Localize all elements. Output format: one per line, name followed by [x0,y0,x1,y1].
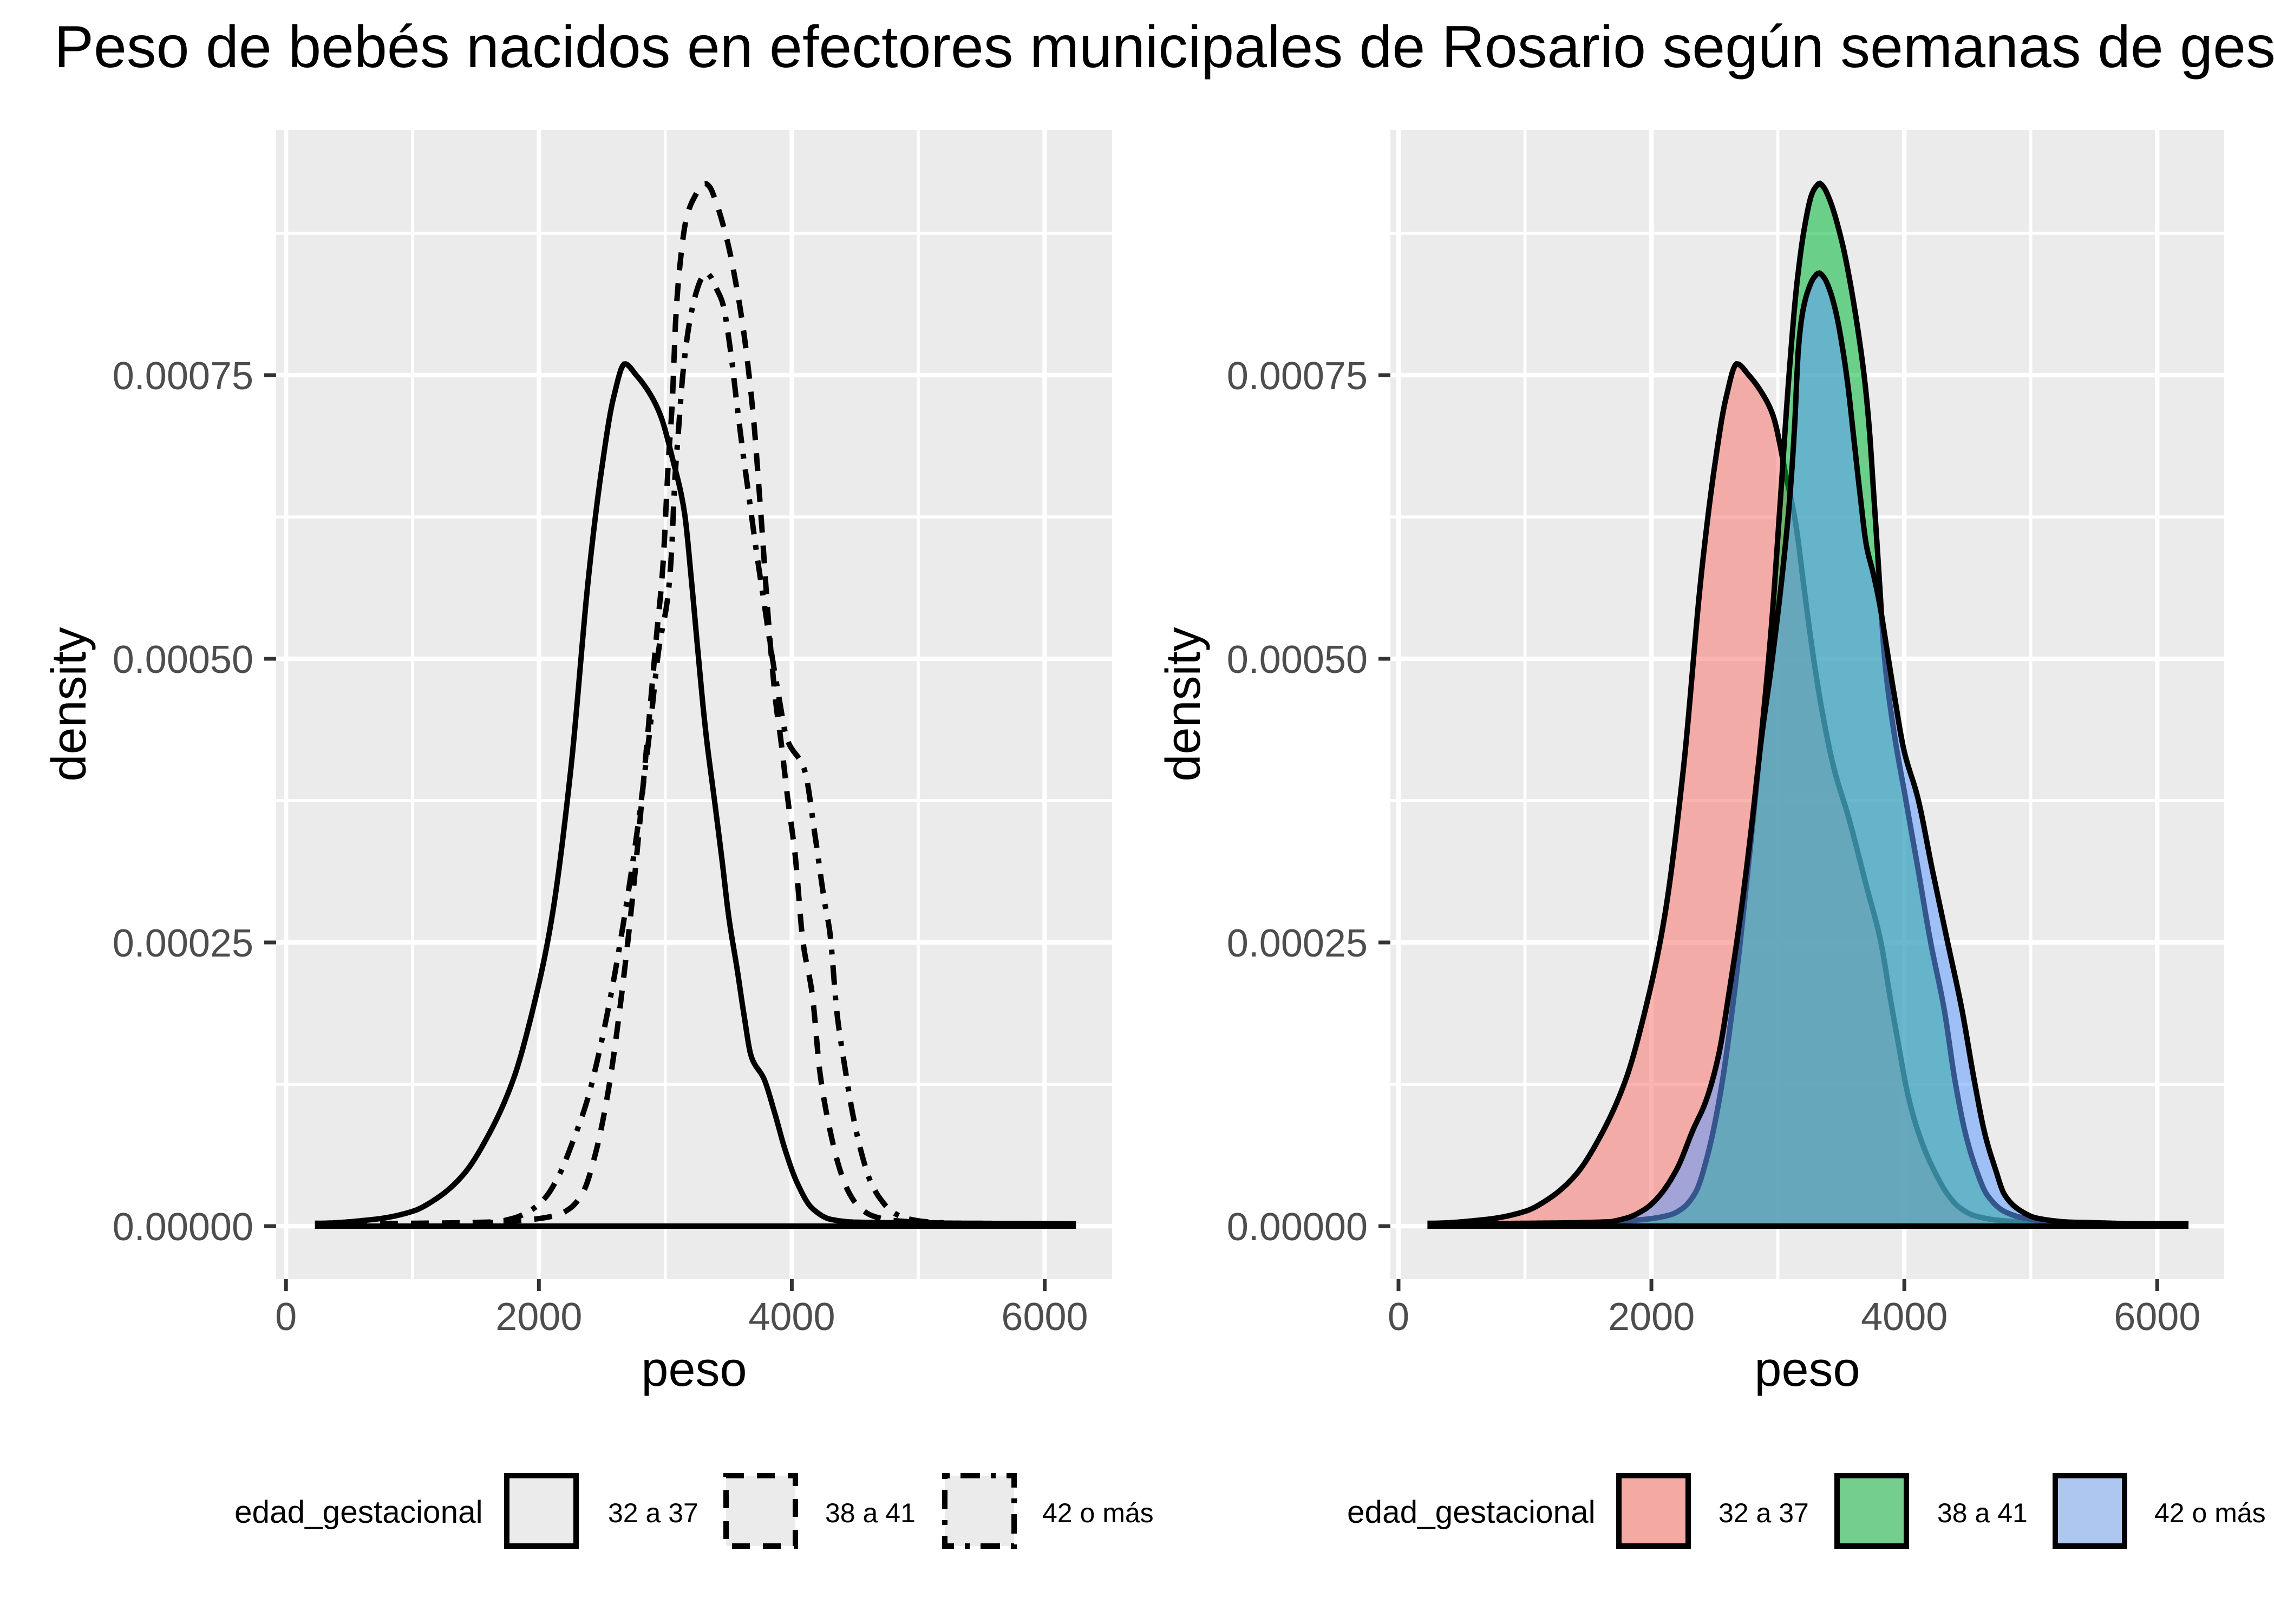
svg-text:0.00000: 0.00000 [113,1206,253,1249]
svg-text:42 o más: 42 o más [1042,1498,1154,1528]
svg-text:4000: 4000 [1861,1295,1948,1339]
svg-text:density: density [1156,627,1211,781]
svg-text:6000: 6000 [2114,1295,2200,1339]
svg-text:2000: 2000 [495,1295,582,1339]
svg-text:6000: 6000 [1001,1295,1088,1339]
svg-text:0.00050: 0.00050 [113,638,253,682]
svg-text:peso: peso [641,1343,747,1397]
svg-text:0.00075: 0.00075 [113,355,253,398]
svg-text:0: 0 [1388,1295,1409,1339]
svg-text:0.00025: 0.00025 [1227,922,1368,965]
svg-text:edad_gestacional: edad_gestacional [234,1495,483,1530]
svg-text:edad_gestacional: edad_gestacional [1347,1495,1596,1530]
svg-text:4000: 4000 [748,1295,835,1339]
svg-text:2000: 2000 [1608,1295,1695,1339]
svg-text:32 a 37: 32 a 37 [1718,1498,1809,1528]
svg-text:0: 0 [275,1295,297,1339]
svg-text:density: density [42,627,96,781]
svg-text:32 a 37: 32 a 37 [608,1498,698,1528]
svg-text:0.00050: 0.00050 [1227,638,1368,682]
svg-text:38 a 41: 38 a 41 [825,1498,916,1528]
svg-text:peso: peso [1754,1343,1860,1397]
svg-text:0.00000: 0.00000 [1227,1206,1368,1249]
svg-text:0.00025: 0.00025 [113,922,253,965]
svg-text:Peso de bebés nacidos en efect: Peso de bebés nacidos en efectores munic… [54,14,2274,80]
svg-text:0.00075: 0.00075 [1227,355,1368,398]
svg-text:38 a 41: 38 a 41 [1937,1498,2028,1528]
svg-text:42 o más: 42 o más [2154,1498,2266,1528]
